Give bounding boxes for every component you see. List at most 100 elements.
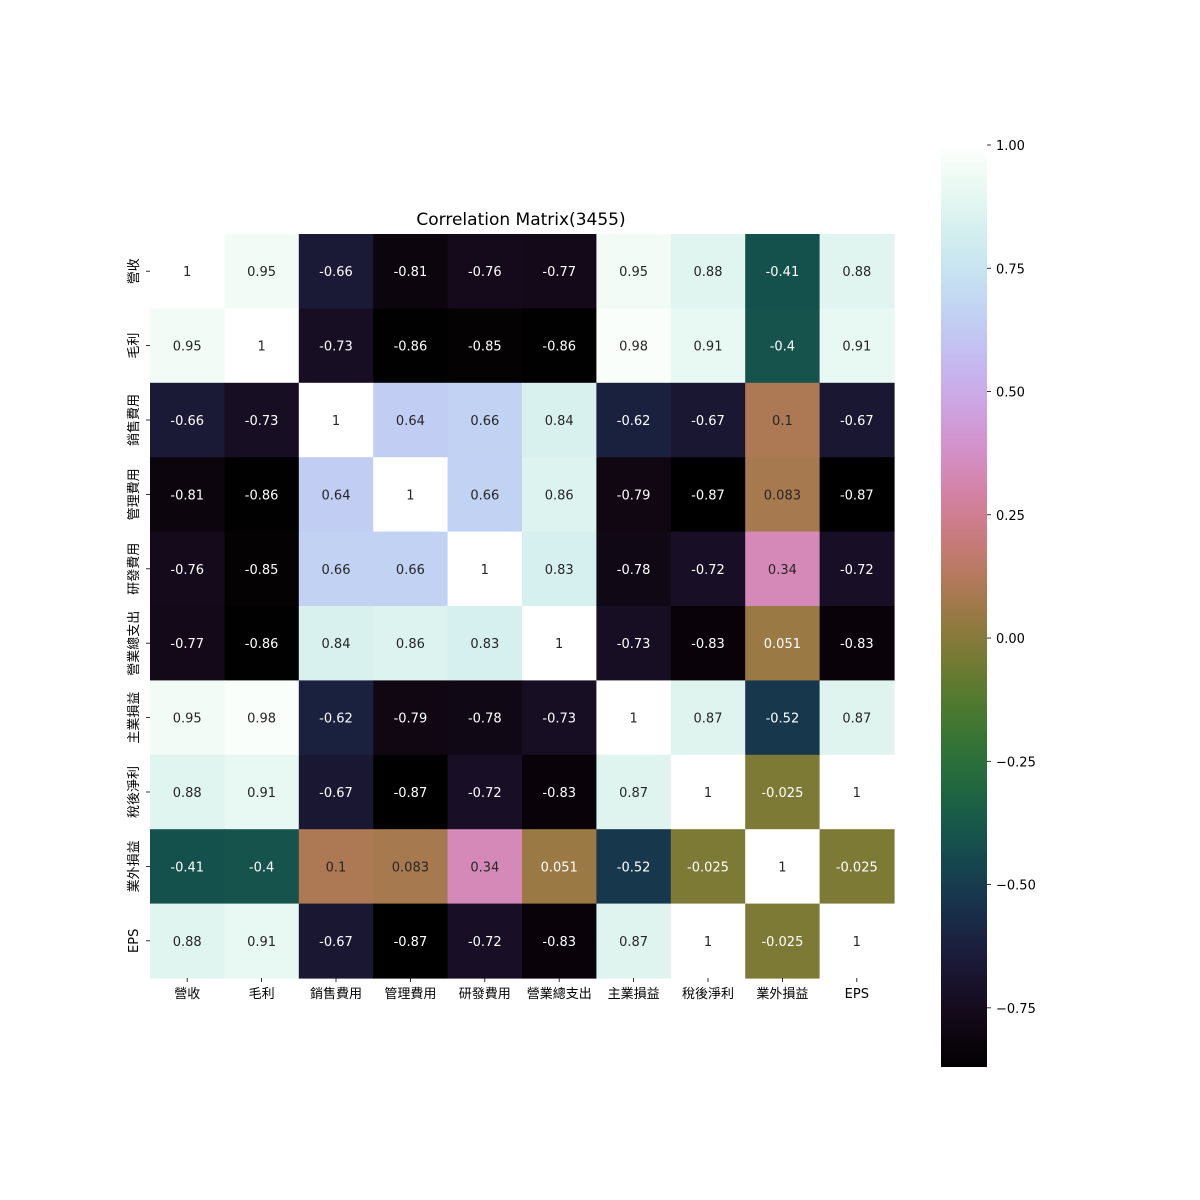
heatmap-cell (298, 680, 374, 756)
cell-value-label: -0.52 (766, 712, 800, 727)
colorbar-tick-label: 0.75 (996, 262, 1025, 277)
y-tick-label: 主業損益 (126, 692, 142, 744)
heatmap-cell (298, 308, 374, 384)
heatmap-cell (373, 457, 449, 533)
cell-value-label: -0.67 (319, 935, 353, 950)
cell-value-label: -0.025 (687, 860, 729, 875)
heatmap-cell (745, 903, 821, 979)
heatmap-cell (373, 308, 449, 384)
heatmap-cell (373, 903, 449, 979)
heatmap-cell (819, 234, 895, 309)
y-tick-label: 營業總支出 (126, 611, 142, 676)
cell-value-label: -0.72 (468, 935, 502, 950)
cell-value-label: -0.86 (245, 637, 279, 652)
heatmap-cell (522, 531, 597, 607)
cell-value-label: 0.34 (768, 563, 797, 578)
cell-value-label: -0.72 (691, 563, 725, 578)
heatmap-cell (522, 606, 597, 681)
cell-value-label: -0.62 (319, 712, 353, 727)
cell-value-label: 0.66 (470, 488, 499, 503)
y-tick-label: 管理費用 (127, 468, 142, 520)
cell-value-label: -0.86 (542, 340, 576, 355)
heatmap-cell (150, 531, 225, 607)
heatmap-cell (819, 308, 895, 384)
cell-value-label: -0.81 (394, 265, 428, 280)
y-tick-label: 研發費用 (127, 543, 142, 595)
cell-value-label: -0.83 (691, 637, 725, 652)
cell-value-label: -0.4 (249, 860, 274, 875)
heatmap-cell (670, 457, 746, 533)
cell-value-label: -0.78 (468, 712, 502, 727)
x-axis-ticks: 營收 毛利 銷售費用 管理費用 研發費用 營業總支出 主業損益 稅後淨利 業外損益 EPS (174, 978, 869, 1002)
cell-value-label: -0.025 (836, 860, 878, 875)
cell-value-label: 0.98 (247, 712, 276, 727)
heatmap-cell (224, 234, 300, 309)
cell-value-label: 1 (257, 340, 265, 355)
cell-value-label: 0.95 (173, 712, 202, 727)
cell-value-label: -0.85 (468, 340, 502, 355)
cell-value-label: 0.95 (619, 265, 648, 280)
colorbar (941, 145, 987, 1067)
chart-title: Correlation Matrix(3455) (416, 210, 625, 230)
heatmap-cell (819, 829, 895, 905)
colorbar-ticks: 1.00 0.75 0.50 0.25 0.00 −0.25 −0.50 −0.75 (987, 139, 1036, 1017)
cell-value-label: 1 (406, 488, 414, 503)
cell-value-label: -0.72 (840, 563, 874, 578)
cell-value-label: -0.76 (468, 265, 502, 280)
heatmap-cell (819, 457, 895, 533)
heatmap-cell (298, 829, 374, 905)
heatmap-cell (447, 234, 523, 309)
heatmap-cells (150, 234, 895, 979)
heatmap-cell (819, 680, 895, 756)
cell-value-label: -0.025 (761, 786, 803, 801)
cell-value-label: 0.083 (764, 488, 801, 503)
heatmap-cell (745, 382, 821, 458)
heatmap-cell (522, 829, 597, 905)
heatmap-cell (596, 531, 672, 607)
cell-value-label: -0.81 (170, 488, 204, 503)
heatmap-cell (447, 606, 523, 681)
cell-value-label: 0.84 (545, 414, 574, 429)
heatmap-cell (522, 457, 597, 533)
cell-value-label: 0.051 (541, 860, 578, 875)
x-tick-label: 營收 (174, 987, 200, 1002)
heatmap-cell (447, 754, 523, 830)
y-tick-label: 營收 (127, 258, 142, 284)
y-tick-label: 稅後淨利 (127, 766, 142, 818)
heatmap-cell (224, 829, 300, 905)
cell-value-label: -0.85 (245, 563, 279, 578)
heatmap-cell (150, 308, 225, 384)
heatmap-cell (298, 754, 374, 830)
cell-value-label: 0.88 (173, 786, 202, 801)
heatmap-cell (298, 457, 374, 533)
heatmap-cell (819, 531, 895, 607)
heatmap-cell (447, 382, 523, 458)
y-tick-label: EPS (127, 929, 142, 953)
cell-value-label: 0.66 (470, 414, 499, 429)
cell-value-label: -0.62 (617, 414, 651, 429)
cell-value-label: 0.87 (694, 712, 723, 727)
cell-value-label: -0.79 (394, 712, 428, 727)
colorbar-tick-label: −0.25 (996, 755, 1036, 770)
cell-value-label: 0.051 (764, 637, 801, 652)
cell-value-label: 1 (555, 637, 563, 652)
heatmap-cell (373, 531, 449, 607)
cell-value-label: 1 (629, 712, 637, 727)
heatmap-cell (596, 829, 672, 905)
heatmap-cell (224, 903, 300, 979)
cell-value-label: 0.95 (173, 340, 202, 355)
cell-value-label: 0.66 (322, 563, 351, 578)
cell-value-label: 0.98 (619, 340, 648, 355)
cell-value-label: 0.91 (694, 340, 723, 355)
y-tick-label: 業外損益 (126, 840, 142, 892)
heatmap-cell (447, 903, 523, 979)
cell-value-label: 1 (853, 786, 861, 801)
cell-value-label: -0.73 (319, 340, 353, 355)
heatmap-cell (150, 829, 225, 905)
heatmap-cell (447, 531, 523, 607)
cell-value-label: 1 (778, 860, 786, 875)
heatmap-cell (373, 829, 449, 905)
colorbar-tick-label: 0.50 (996, 386, 1025, 401)
heatmap-cell (819, 606, 895, 681)
